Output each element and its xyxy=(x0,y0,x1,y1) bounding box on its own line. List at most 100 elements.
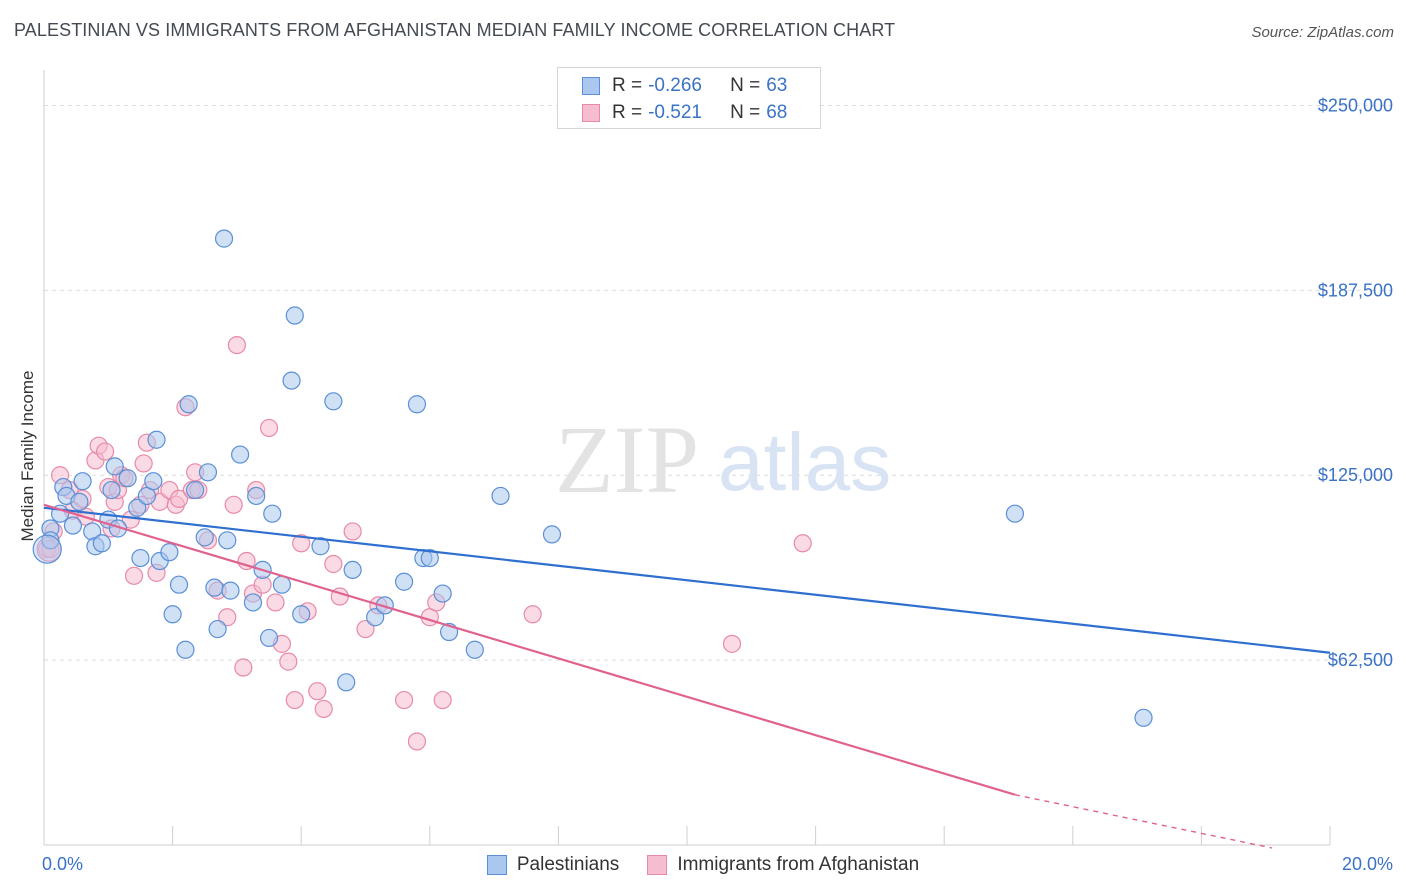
palestinians-point xyxy=(208,619,227,639)
palestinians-point xyxy=(394,572,414,591)
palestinians-point xyxy=(92,534,111,553)
palestinians-point xyxy=(1134,708,1153,727)
afghanistan-point xyxy=(407,732,427,751)
afghanistan-point xyxy=(279,652,298,671)
afghanistan-trend-extension xyxy=(1014,794,1273,849)
legend-item-palestinians[interactable]: Palestinians xyxy=(486,854,620,876)
legend-r-value: -0.266 xyxy=(648,75,702,96)
palestinians-point xyxy=(324,392,343,411)
legend-n-label: N = xyxy=(730,102,761,123)
series-legend: Palestinians Immigrants from Afghanistan xyxy=(0,852,1406,878)
legend-n-label: N = xyxy=(730,75,761,96)
legend-swatch-pink xyxy=(647,855,668,875)
legend-r-label: R = xyxy=(612,102,643,123)
afghanistan-point xyxy=(224,495,243,514)
afghanistan-point xyxy=(259,418,279,438)
palestinians-point xyxy=(195,528,214,547)
legend-swatch-pink xyxy=(582,104,600,122)
palestinians-point xyxy=(128,498,147,517)
palestinians-point xyxy=(205,578,224,597)
palestinians-point xyxy=(102,480,121,500)
palestinians-point xyxy=(337,673,356,692)
palestinians-point xyxy=(41,531,60,550)
correlation-legend: R = -0.266 N = 63 R = -0.521 N = 68 xyxy=(557,67,821,129)
palestinians-point xyxy=(366,608,385,627)
legend-swatch-blue xyxy=(582,77,600,95)
palestinians-point xyxy=(147,430,166,449)
afghanistan-point xyxy=(218,608,237,627)
axes xyxy=(43,70,1331,846)
palestinians-trend-line xyxy=(43,506,1331,654)
legend-r-label: R = xyxy=(612,75,643,96)
palestinians-cluster-point xyxy=(32,534,62,564)
legend-row-palestinians: R = -0.266 N = 63 xyxy=(582,74,787,98)
legend-item-afghanistan[interactable]: Immigrants from Afghanistan xyxy=(647,854,919,876)
afghanistan-point xyxy=(308,682,327,701)
trend-lines xyxy=(43,503,1331,849)
watermark-atlas: atlas xyxy=(718,417,891,508)
watermark-zip: ZIP xyxy=(555,406,699,513)
palestinians-point xyxy=(420,548,439,568)
x-tick-label: 0.0% xyxy=(42,854,83,874)
palestinians-point xyxy=(1005,504,1025,523)
palestinians-point xyxy=(311,537,330,556)
palestinians-point xyxy=(118,469,137,488)
y-tick-label: $250,000 xyxy=(1318,95,1393,115)
palestinians-point xyxy=(198,463,218,482)
palestinians-point xyxy=(163,605,182,624)
palestinians-point xyxy=(63,516,83,535)
palestinians-point xyxy=(282,371,301,390)
palestinians-point xyxy=(179,395,198,414)
palestinians-point xyxy=(169,575,189,594)
palestinians-point xyxy=(144,472,163,491)
palestinians-point xyxy=(160,543,179,562)
afghanistan-point xyxy=(314,699,333,719)
afghanistan-point xyxy=(95,442,115,461)
legend-swatch-blue xyxy=(486,855,507,875)
afghanistan-point xyxy=(324,554,343,574)
palestinians-point xyxy=(176,640,195,659)
series-palestinians-points xyxy=(32,229,1153,727)
grid-lines xyxy=(44,104,1395,661)
afghanistan-trend-line xyxy=(43,503,1016,796)
legend-n-value: 68 xyxy=(766,102,788,123)
afghanistan-point xyxy=(523,605,542,624)
palestinians-point xyxy=(285,306,304,325)
palestinians-point xyxy=(73,472,92,491)
afghanistan-point xyxy=(722,634,742,653)
palestinians-point xyxy=(465,640,484,659)
y-tick-label: $125,000 xyxy=(1318,465,1393,485)
palestinians-point xyxy=(259,628,279,648)
palestinians-point xyxy=(263,504,282,523)
legend-n-value: 63 xyxy=(766,75,788,96)
palestinians-point xyxy=(407,395,427,414)
palestinians-point xyxy=(343,560,362,580)
source-label: Source: ZipAtlas.com xyxy=(1251,24,1394,41)
palestinians-point xyxy=(375,596,394,615)
palestinians-point xyxy=(131,548,150,568)
legend-row-afghanistan: R = -0.521 N = 68 xyxy=(582,101,787,125)
palestinians-point xyxy=(186,480,205,500)
palestinians-point xyxy=(214,229,234,248)
palestinians-point xyxy=(542,525,562,544)
x-tick-label: 20.0% xyxy=(1342,854,1393,874)
afghanistan-point xyxy=(124,566,144,585)
afghanistan-point xyxy=(285,690,304,710)
y-tick-label: $187,500 xyxy=(1318,280,1393,300)
legend-label-afghanistan: Immigrants from Afghanistan xyxy=(677,854,920,875)
afghanistan-point xyxy=(234,658,253,677)
afghanistan-point xyxy=(237,551,256,571)
palestinians-point xyxy=(218,531,237,550)
afghanistan-point xyxy=(292,534,311,553)
y-axis-label: Median Family Income xyxy=(18,370,37,541)
afghanistan-point xyxy=(134,454,153,473)
chart-title: PALESTINIAN VS IMMIGRANTS FROM AFGHANIST… xyxy=(14,20,896,40)
watermark: ZIP atlas xyxy=(555,406,891,513)
legend-label-palestinians: Palestinians xyxy=(516,854,620,875)
afghanistan-point xyxy=(266,593,285,612)
series-afghanistan-points xyxy=(36,335,812,751)
palestinians-point xyxy=(70,492,89,511)
afghanistan-point xyxy=(227,335,246,355)
afghanistan-point xyxy=(433,690,452,710)
